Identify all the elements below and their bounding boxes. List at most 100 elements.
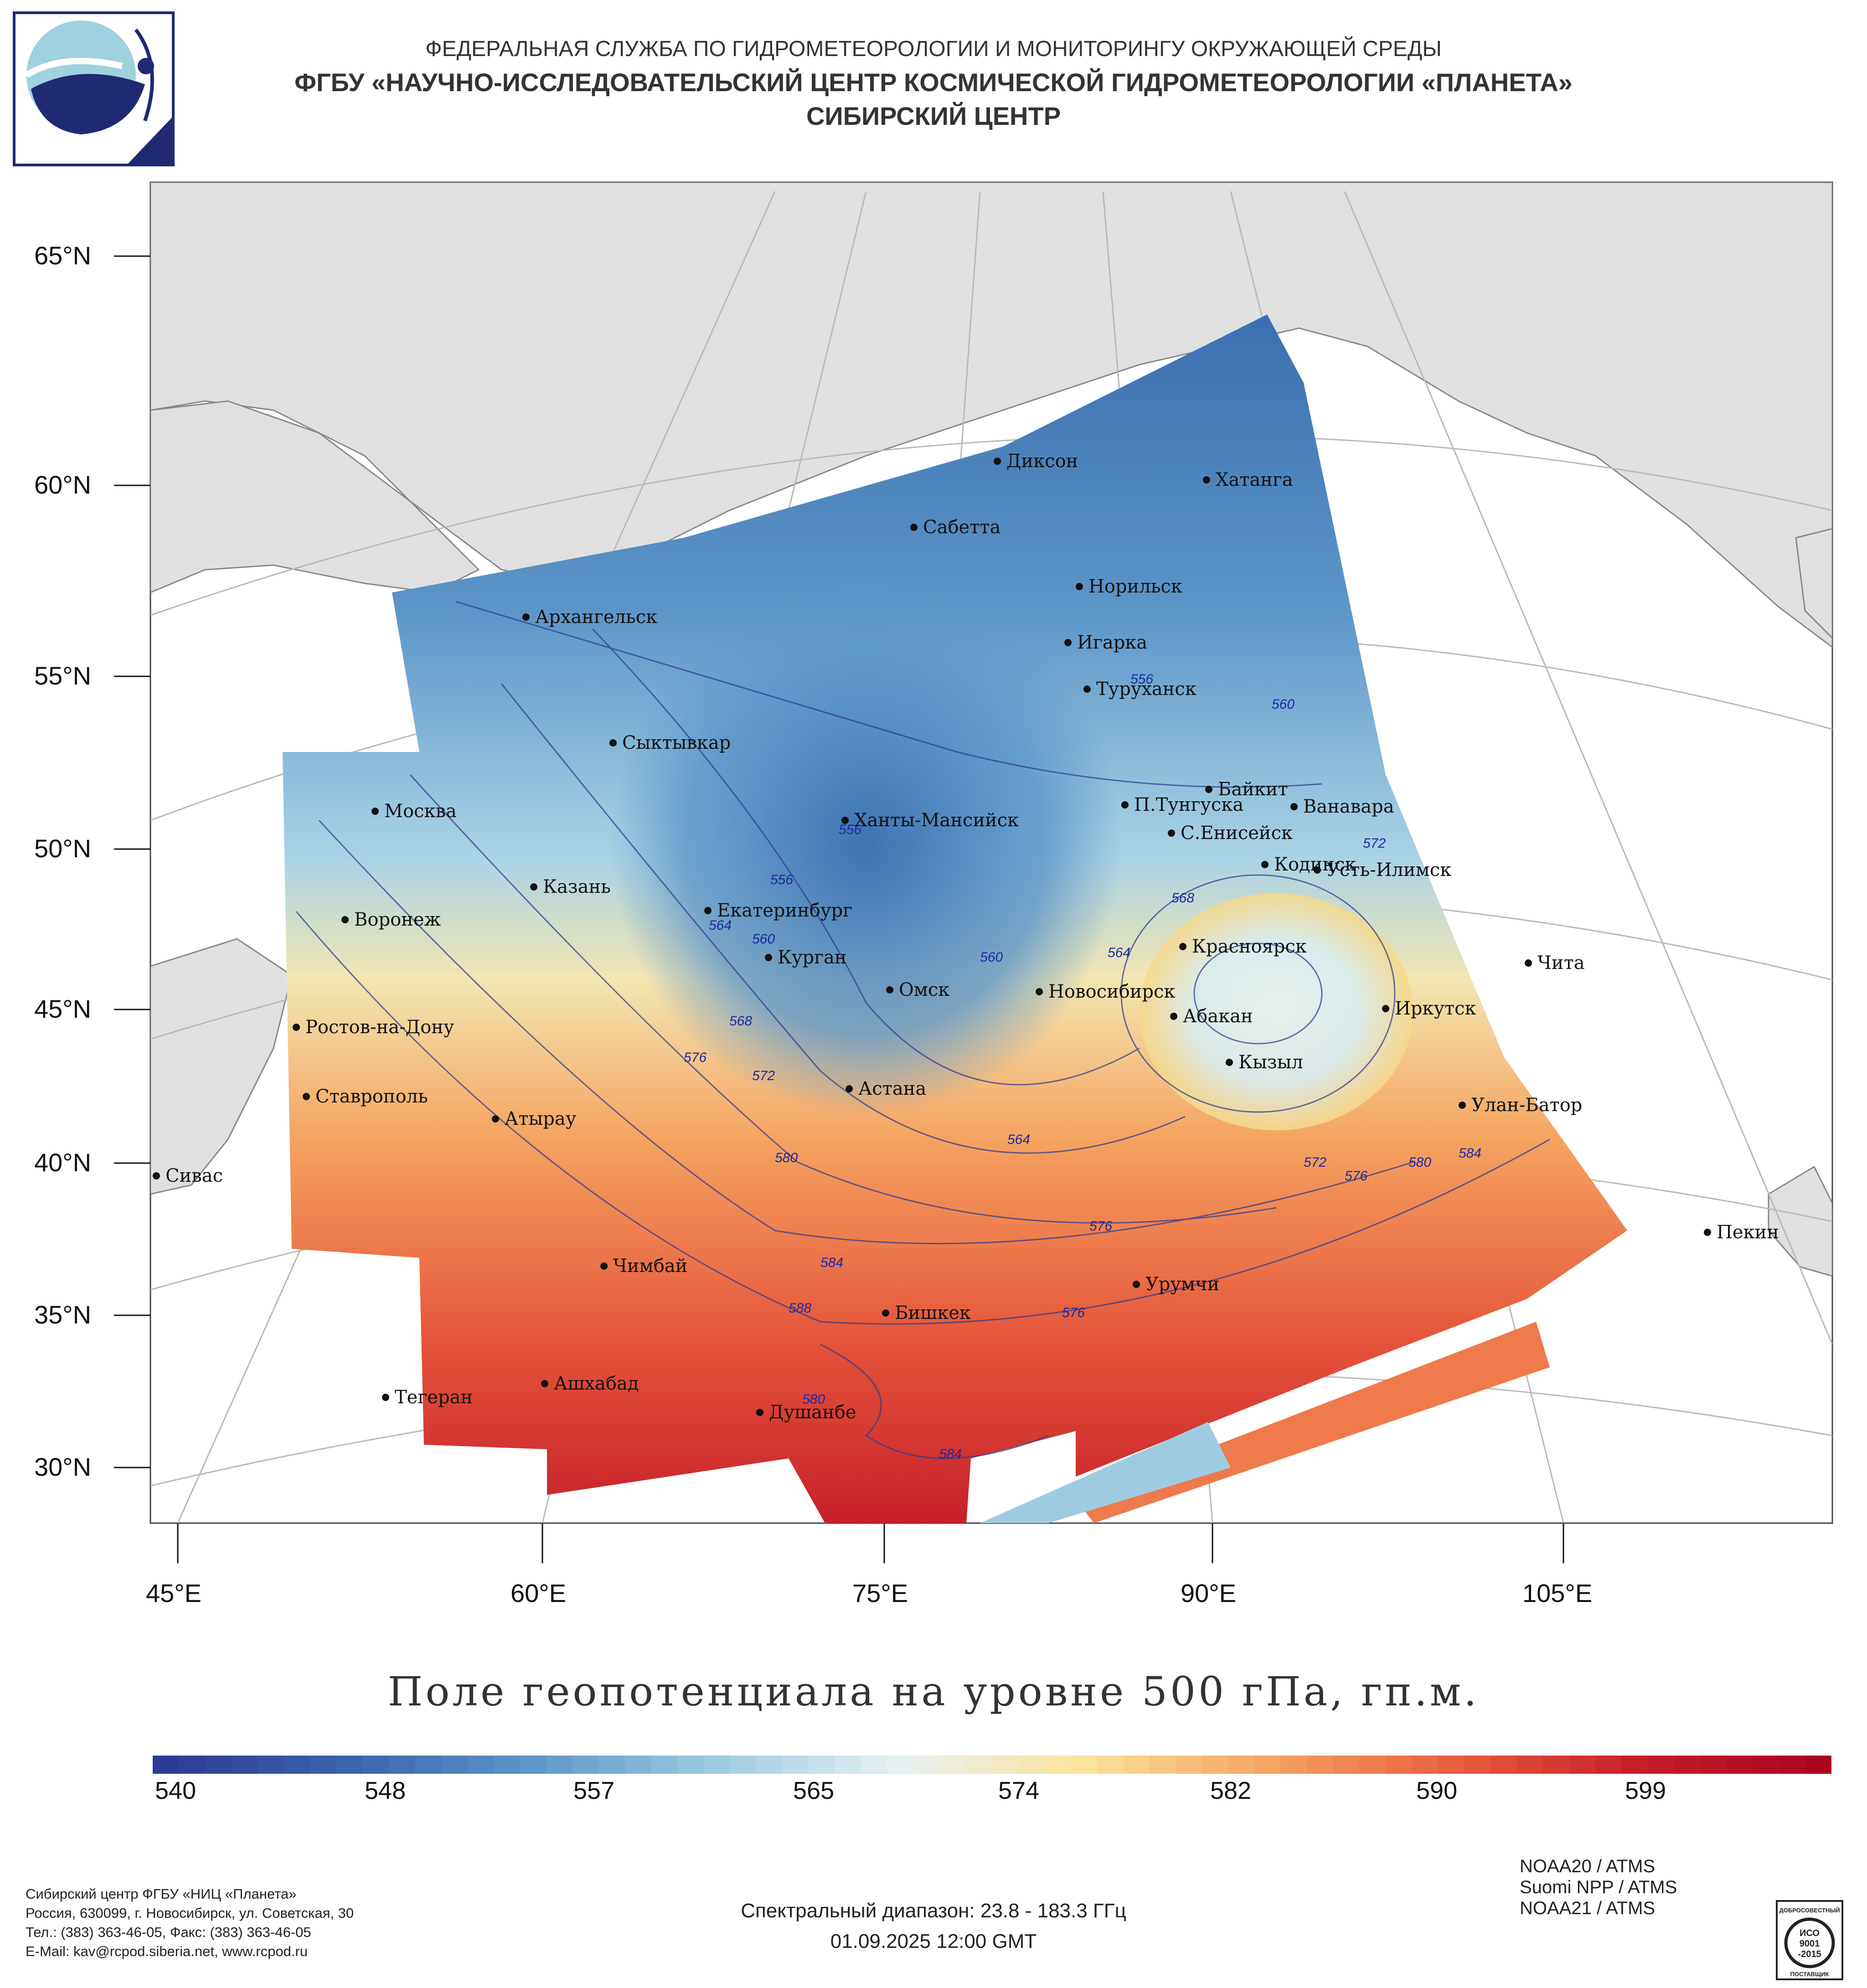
colorbar-cell bbox=[1333, 1756, 1360, 1774]
iso-label: 572 bbox=[1363, 836, 1386, 851]
lat-label: 65°N bbox=[34, 241, 91, 270]
city-chita: Чита bbox=[1525, 953, 1585, 973]
svg-text:Сыктывкар: Сыктывкар bbox=[622, 732, 731, 753]
city-moscow: Москва bbox=[371, 801, 457, 822]
svg-text:Душанбе: Душанбе bbox=[769, 1402, 856, 1423]
city-kyzyl: Кызыл bbox=[1226, 1052, 1303, 1073]
lat-label: 45°N bbox=[34, 994, 91, 1023]
iso-label: 584 bbox=[1459, 1146, 1481, 1161]
svg-text:Иркутск: Иркутск bbox=[1395, 998, 1476, 1019]
iso-label: 588 bbox=[789, 1301, 811, 1316]
colorbar-cell bbox=[388, 1756, 416, 1774]
colorbar-cell bbox=[1412, 1756, 1439, 1774]
iso-label: 556 bbox=[770, 872, 793, 887]
colorbar-cell bbox=[1307, 1756, 1334, 1774]
iso-label: 560 bbox=[1272, 697, 1295, 712]
city-syktyvkar: Сыктывкар bbox=[609, 732, 731, 753]
city-astana: Астана bbox=[846, 1078, 926, 1099]
isolines bbox=[295, 601, 1550, 1459]
latitude-axis: 65°N 60°N 55°N 50°N 45°N 40°N 35°N 30°N bbox=[34, 241, 150, 1481]
spectral-range: Спектральный диапазон: 23.8 - 183.3 ГГц bbox=[741, 1900, 1126, 1922]
land-north bbox=[150, 182, 1832, 648]
city-vanavara: Ванавара bbox=[1290, 796, 1394, 817]
colorbar-cell bbox=[179, 1756, 206, 1774]
colorbar-cell bbox=[231, 1756, 258, 1774]
city-novosibirsk: Новосибирск bbox=[1036, 981, 1175, 1002]
city-irkutsk: Иркутск bbox=[1382, 998, 1476, 1019]
iso-label: 584 bbox=[939, 1447, 962, 1462]
svg-text:Абакан: Абакан bbox=[1183, 1006, 1253, 1027]
city-omsk: Омск bbox=[886, 979, 949, 1000]
colorbar-cell bbox=[1726, 1756, 1754, 1774]
svg-text:Архангельск: Архангельск bbox=[535, 607, 657, 628]
lat-label: 50°N bbox=[34, 834, 91, 863]
colorbar-cell bbox=[1674, 1756, 1701, 1774]
svg-text:Пекин: Пекин bbox=[1717, 1222, 1779, 1243]
planeta-logo bbox=[13, 11, 175, 166]
iso-label: 560 bbox=[752, 932, 775, 947]
city-kurgan: Курган bbox=[765, 947, 847, 968]
city-voronezh: Воронеж bbox=[341, 909, 441, 930]
longitude-axis: 45°E 60°E 75°E 90°E 105°E bbox=[146, 1523, 1592, 1607]
svg-text:Тегеран: Тегеран bbox=[395, 1387, 473, 1408]
colorbar-cell bbox=[861, 1756, 888, 1774]
lat-label: 30°N bbox=[34, 1452, 91, 1481]
svg-text:Урумчи: Урумчи bbox=[1145, 1274, 1219, 1295]
observation-datetime: 01.09.2025 12:00 GMT bbox=[830, 1930, 1037, 1952]
colorbar-cell bbox=[362, 1756, 389, 1774]
city-tehran: Тегеран bbox=[382, 1387, 473, 1408]
svg-text:Кызыл: Кызыл bbox=[1238, 1052, 1303, 1073]
city-khatanga: Хатанга bbox=[1203, 469, 1293, 490]
city-beijing: Пекин bbox=[1704, 1222, 1779, 1243]
svg-text:-2015: -2015 bbox=[1798, 1949, 1821, 1959]
city-atyrau: Атырау bbox=[492, 1108, 577, 1129]
svg-text:Ставрополь: Ставрополь bbox=[315, 1086, 428, 1107]
colorbar-cell bbox=[1700, 1756, 1727, 1774]
low-center bbox=[611, 570, 1121, 1117]
svg-text:Диксон: Диксон bbox=[1006, 451, 1078, 472]
svg-text:Ванавара: Ванавара bbox=[1303, 796, 1394, 817]
city-dushanbe: Душанбе bbox=[756, 1402, 856, 1423]
iso-label: 576 bbox=[1345, 1169, 1367, 1184]
colorbar-cell bbox=[939, 1756, 966, 1774]
city-sabetta: Сабетта bbox=[910, 517, 1001, 538]
city-s-eniseysk: С.Енисейск bbox=[1168, 823, 1293, 844]
header-agency: ФЕДЕРАЛЬНАЯ СЛУЖБА ПО ГИДРОМЕТЕОРОЛОГИИ … bbox=[425, 37, 1442, 61]
colorbar-cell bbox=[624, 1756, 652, 1774]
colorbar-cell bbox=[258, 1756, 284, 1774]
lat-label: 60°N bbox=[34, 470, 91, 499]
colorbar-tick: 590 bbox=[1416, 1777, 1458, 1804]
svg-text:Красноярск: Красноярск bbox=[1192, 936, 1307, 957]
city-p-tunguska: П.Тунгуска bbox=[1121, 794, 1243, 815]
colorbar-tick: 565 bbox=[793, 1777, 835, 1804]
land-korea bbox=[1768, 1165, 1832, 1277]
iso-label: 568 bbox=[729, 1014, 752, 1029]
colorbar-cell bbox=[677, 1756, 704, 1774]
colorbar-cell bbox=[1018, 1756, 1045, 1774]
colorbar-cell bbox=[415, 1756, 442, 1774]
city-abakan: Абакан bbox=[1170, 1006, 1253, 1027]
colorbar-cell bbox=[730, 1756, 757, 1774]
lon-label: 60°E bbox=[511, 1579, 566, 1607]
city-krasnoyarsk: Красноярск bbox=[1179, 936, 1307, 957]
org-contacts: Сибирский центр ФГБУ «НИЦ «Планета» Росс… bbox=[26, 1885, 354, 1961]
colorbar-tick: 582 bbox=[1210, 1777, 1252, 1804]
city-turukhansk: Туруханск bbox=[1083, 679, 1197, 700]
svg-text:ПОСТАВЩИК: ПОСТАВЩИК bbox=[1790, 1971, 1829, 1978]
lat-label: 35°N bbox=[34, 1300, 91, 1329]
lon-label: 75°E bbox=[852, 1579, 908, 1607]
colorbar-cell bbox=[992, 1756, 1019, 1774]
header-center: СИБИРСКИЙ ЦЕНТР bbox=[806, 102, 1061, 130]
city-arkhangelsk: Архангельск bbox=[522, 607, 657, 628]
colorbar-cell bbox=[1123, 1756, 1150, 1774]
colorbar-cell bbox=[1464, 1756, 1491, 1774]
svg-text:9001: 9001 bbox=[1800, 1939, 1820, 1949]
colorbar-cell bbox=[1490, 1756, 1517, 1774]
colorbar-cell bbox=[965, 1756, 993, 1774]
land-southwest bbox=[150, 938, 293, 1195]
colorbar-cell bbox=[1438, 1756, 1465, 1774]
colorbar-cell bbox=[284, 1756, 311, 1774]
chart-title: Поле геопотенциала на уровне 500 гПа, гп… bbox=[387, 1668, 1480, 1715]
colorbar-cell bbox=[1805, 1756, 1831, 1774]
